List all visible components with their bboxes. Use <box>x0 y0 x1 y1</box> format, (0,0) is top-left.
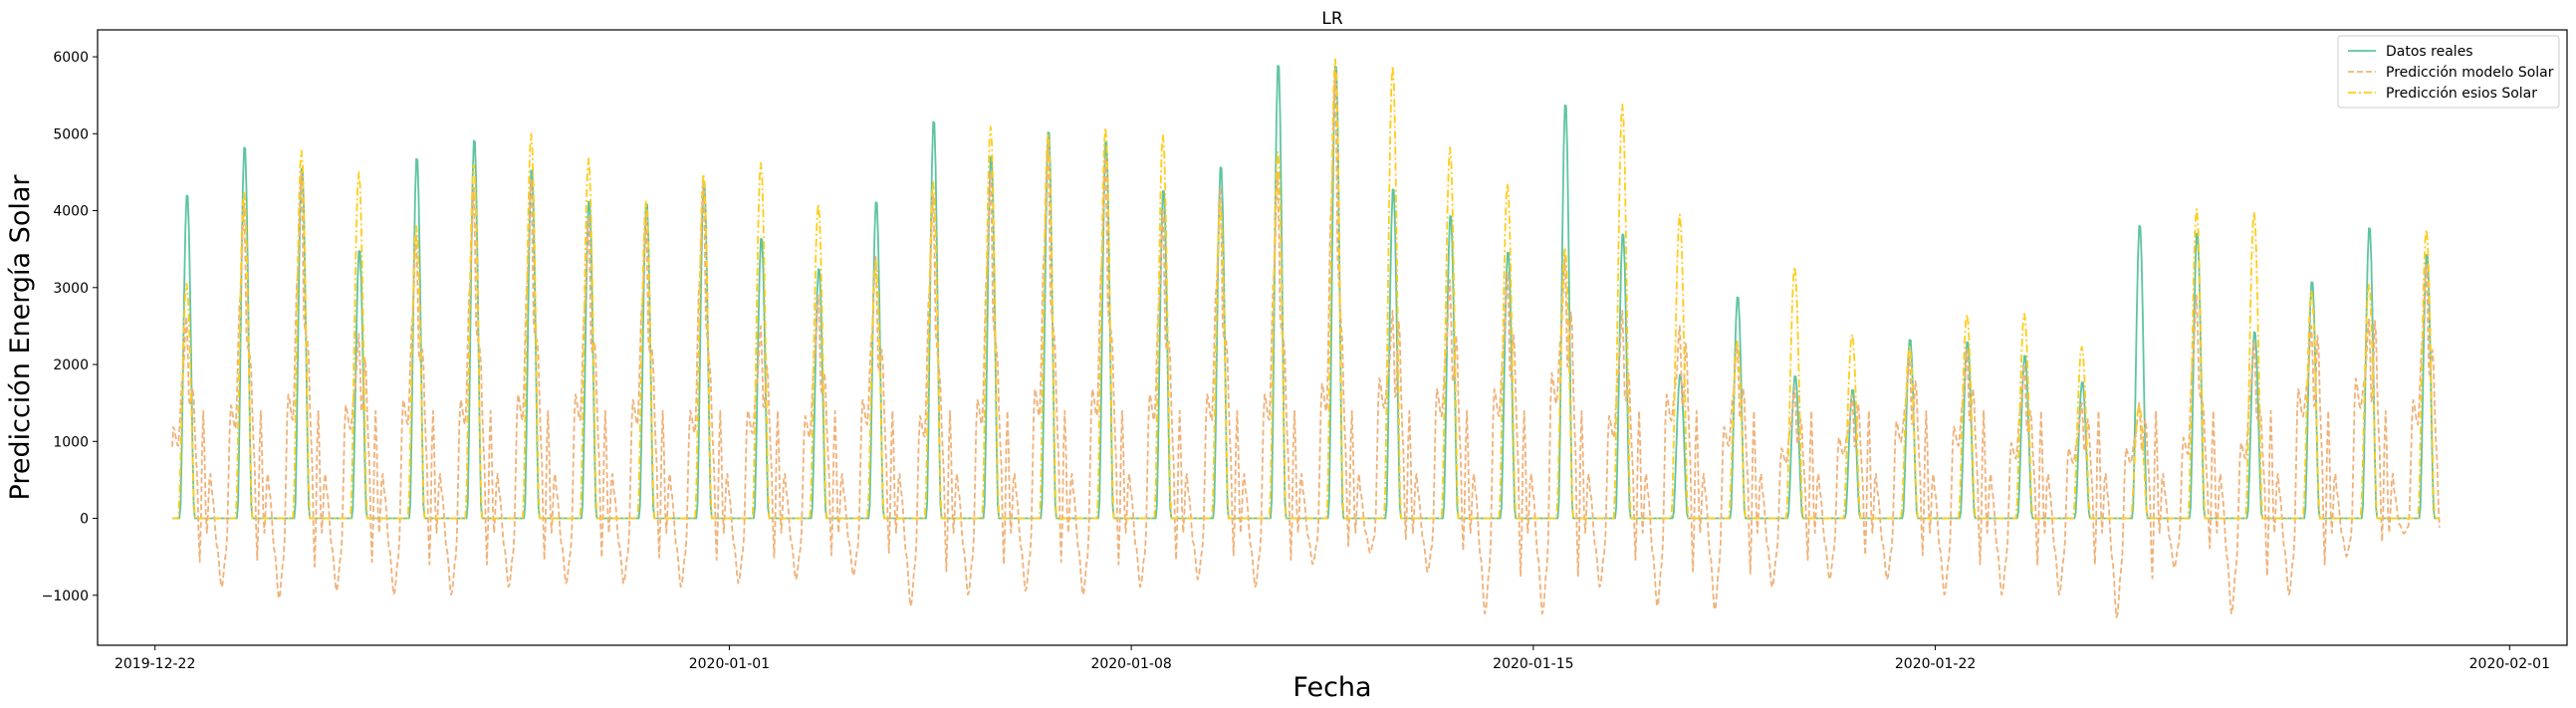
y-tick-label: −1000 <box>42 589 89 604</box>
legend-label-prediccion-esios: Predicción esios Solar <box>2386 86 2537 102</box>
y-tick-label: 1000 <box>53 434 89 450</box>
y-tick-label: 0 <box>80 512 89 528</box>
legend-label-datos-reales: Datos reales <box>2386 44 2473 60</box>
legend: Datos reales Predicción modelo Solar Pre… <box>2337 35 2560 109</box>
y-tick-label: 2000 <box>53 357 89 373</box>
legend-frame <box>2337 35 2560 109</box>
series-line-prediccion-esios <box>172 58 2440 520</box>
x-tick-label: 2020-01-22 <box>1895 656 1976 672</box>
y-axis: −1000 0 1000 2000 3000 4000 5000 6000 <box>42 50 98 604</box>
plot-area-frame <box>97 29 2568 646</box>
x-axis: 2019-12-22 2020-01-01 2020-01-08 2020-01-15… <box>115 645 2550 672</box>
y-tick-label: 6000 <box>53 50 89 66</box>
x-tick-label: 2020-01-15 <box>1493 656 1573 672</box>
y-tick-label: 5000 <box>53 126 89 142</box>
x-tick-label: 2020-01-01 <box>689 656 770 672</box>
y-tick-label: 3000 <box>53 281 89 297</box>
x-axis-title: Fecha <box>1292 672 1371 703</box>
x-tick-label: 2020-01-08 <box>1090 656 1171 672</box>
series-line-prediccion-modelo <box>171 71 2441 618</box>
y-axis-title: Predicción Energía Solar <box>5 174 36 501</box>
series-layer <box>171 58 2441 618</box>
chart-title: LR <box>1321 9 1342 29</box>
y-tick-label: 4000 <box>53 204 89 220</box>
x-tick-label: 2019-12-22 <box>115 656 195 672</box>
legend-label-prediccion-modelo: Predicción modelo Solar <box>2386 65 2554 81</box>
x-tick-label: 2020-02-01 <box>2469 656 2550 672</box>
